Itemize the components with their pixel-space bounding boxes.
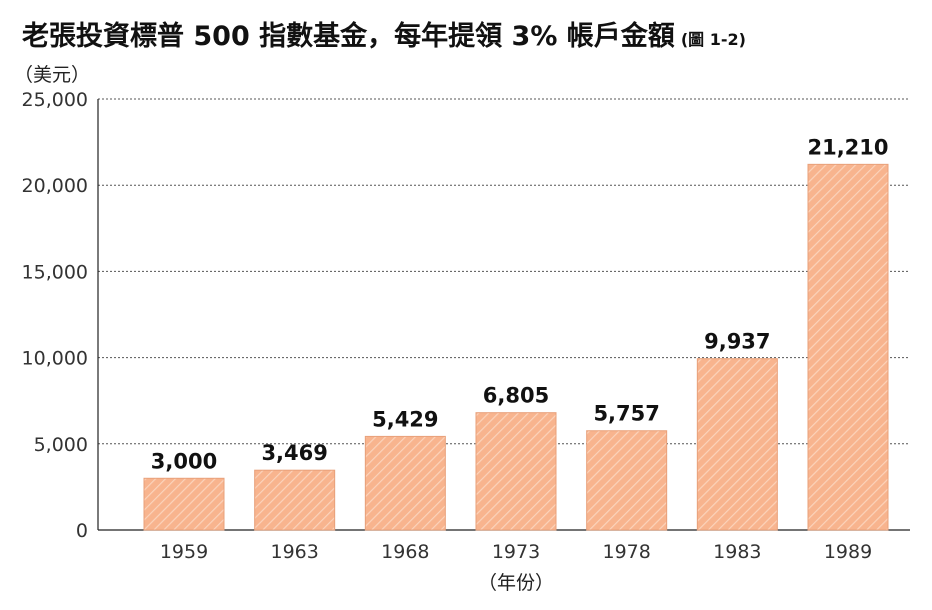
labels: 3,000 1959 3,469 1963 5,429 1968 6,805 1973 5,75…: [151, 135, 889, 594]
figure-number: (圖 1-2): [680, 30, 746, 49]
y-tick-label: 10,000: [22, 348, 88, 370]
bar-1968: [364, 435, 446, 531]
bar-1959: [143, 477, 225, 531]
x-tick-label-1959: 1959: [160, 541, 208, 563]
y-tick-label: 5,000: [34, 434, 88, 456]
x-tick-label-1963: 1963: [270, 541, 318, 563]
bar-1978: [586, 430, 668, 531]
y-tick-label: 20,000: [22, 175, 88, 197]
data-label-1963: 3,469: [261, 441, 327, 465]
y-tick-label: 0: [76, 520, 88, 542]
y-axis-unit-label: （美元）: [14, 64, 91, 86]
x-tick-label-1989: 1989: [824, 541, 872, 563]
bars: [143, 163, 889, 531]
y-tick-label: 25,000: [22, 89, 88, 111]
x-tick-label-1983: 1983: [713, 541, 761, 563]
data-label-1989: 21,210: [807, 135, 888, 159]
chart-title: 老張投資標普 500 指數基金，每年提領 3% 帳戶金額: [22, 21, 675, 52]
data-label-1978: 5,757: [593, 402, 659, 426]
data-label-1973: 6,805: [483, 384, 549, 408]
data-label-1983: 9,937: [704, 330, 770, 354]
data-label-1968: 5,429: [372, 407, 438, 431]
bar-1989: [807, 163, 889, 531]
chart-title-block: 老張投資標普 500 指數基金，每年提領 3% 帳戶金額 (圖 1-2): [22, 14, 746, 53]
x-axis-title: （年份）: [478, 572, 554, 594]
x-tick-label-1978: 1978: [602, 541, 650, 563]
bar-1963: [254, 469, 336, 531]
x-tick-label-1973: 1973: [492, 541, 540, 563]
bar-1973: [475, 412, 557, 531]
data-label-1959: 3,000: [151, 449, 217, 473]
bar-1983: [696, 358, 778, 531]
y-tick-label: 15,000: [22, 261, 88, 283]
x-tick-label-1968: 1968: [381, 541, 429, 563]
